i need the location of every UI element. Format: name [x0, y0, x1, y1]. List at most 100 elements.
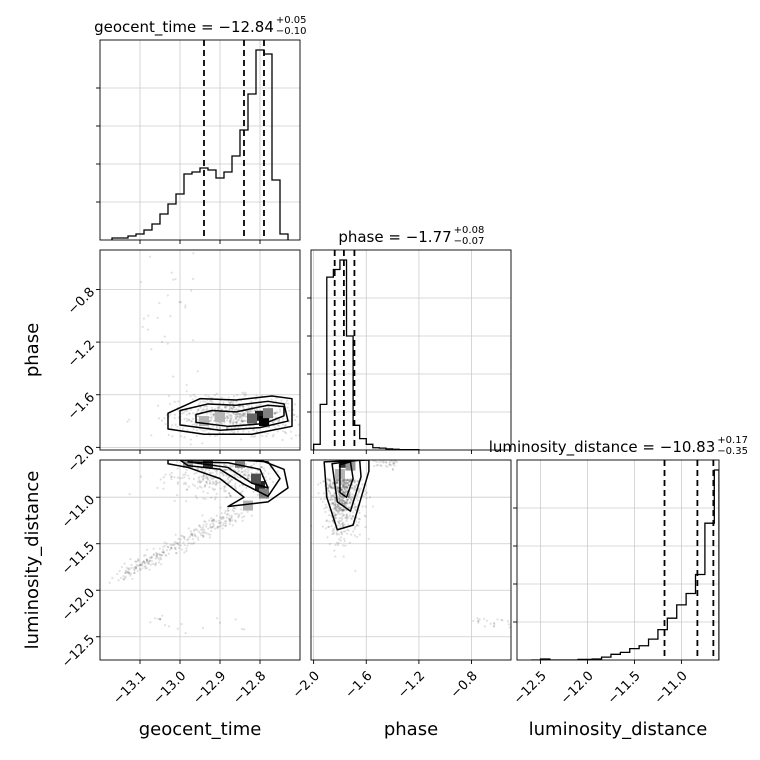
sample-point — [332, 503, 335, 507]
sample-point — [231, 524, 234, 527]
sample-point — [228, 408, 231, 411]
sample-point — [342, 490, 345, 493]
sample-point — [203, 485, 206, 488]
sample-point — [191, 417, 195, 420]
sample-point — [211, 526, 214, 529]
sample-point — [343, 481, 346, 484]
sample-point — [218, 427, 222, 430]
sample-point — [347, 494, 350, 497]
sample-point — [230, 514, 233, 517]
sample-point — [180, 622, 183, 626]
sample-point — [147, 562, 151, 565]
sample-point — [166, 294, 169, 297]
axes-frame — [310, 249, 512, 451]
sample-point — [255, 430, 258, 433]
sample-point — [217, 405, 221, 408]
sample-point — [123, 562, 126, 565]
sample-point — [235, 421, 238, 424]
sample-point — [263, 453, 265, 455]
sample-point — [341, 509, 344, 513]
sample-point — [351, 495, 354, 499]
sample-point — [211, 482, 214, 485]
sample-point — [329, 481, 332, 484]
sample-point — [234, 482, 237, 485]
sample-point — [338, 495, 341, 498]
sample-point — [351, 514, 354, 518]
sample-point — [506, 620, 510, 623]
sample-point — [332, 531, 335, 534]
sample-point — [206, 477, 210, 480]
sample-point — [133, 571, 136, 575]
sample-point — [202, 497, 205, 500]
sample-point — [326, 536, 329, 539]
sample-point — [201, 429, 204, 432]
sample-point — [333, 514, 336, 517]
sample-point — [215, 479, 218, 483]
contour-2 — [167, 395, 293, 435]
sample-point — [148, 568, 151, 571]
sample-point — [120, 565, 123, 569]
sample-point — [189, 395, 192, 398]
sample-point — [130, 563, 133, 567]
sample-point — [150, 559, 153, 563]
sample-point — [240, 414, 243, 417]
sample-point — [289, 430, 292, 433]
sample-point — [300, 413, 302, 415]
sample-point — [235, 416, 238, 419]
sample-point — [251, 410, 254, 413]
sample-point — [331, 427, 333, 429]
sample-point — [342, 485, 345, 489]
sample-point — [353, 507, 356, 510]
sample-point — [330, 525, 333, 528]
sample-point — [185, 409, 189, 412]
sample-point — [380, 460, 383, 463]
sample-point — [329, 496, 333, 500]
sample-point — [339, 516, 343, 519]
sample-point — [181, 535, 184, 538]
sample-point — [229, 422, 232, 425]
sample-point — [144, 554, 147, 557]
sample-point — [222, 401, 225, 404]
sample-point — [244, 419, 247, 423]
sample-point — [208, 411, 211, 414]
sample-point — [242, 430, 245, 433]
sample-point — [242, 412, 245, 415]
sample-point — [220, 408, 224, 411]
sample-point — [179, 301, 182, 304]
sample-point — [388, 461, 391, 464]
sample-point — [177, 546, 181, 550]
sample-point — [137, 558, 140, 561]
sample-point — [329, 483, 332, 486]
y-tick-label-luminosity_distance: −11.5 — [59, 539, 98, 578]
sample-point — [211, 480, 215, 483]
sample-point — [209, 399, 212, 403]
sample-point — [233, 507, 236, 510]
sample-point — [236, 413, 240, 416]
sample-point — [152, 547, 155, 550]
sample-point — [127, 571, 130, 574]
sample-point — [274, 411, 277, 414]
sample-point — [232, 400, 235, 403]
sample-point — [157, 552, 160, 555]
sample-point — [197, 408, 200, 411]
sample-point — [204, 531, 207, 534]
sample-point — [248, 411, 252, 414]
sample-point — [147, 562, 150, 565]
sample-point — [342, 483, 345, 486]
sample-point — [343, 487, 346, 490]
sample-point — [202, 531, 205, 534]
sample-point — [331, 502, 335, 505]
sample-point — [393, 461, 396, 465]
sample-point — [215, 514, 218, 517]
sample-point — [154, 551, 158, 554]
x-tick-label-phase: −1.6 — [343, 669, 376, 702]
sample-point — [189, 542, 193, 545]
sample-point — [342, 484, 345, 488]
sample-point — [184, 631, 187, 635]
sample-point — [164, 624, 167, 627]
sample-point — [346, 515, 349, 518]
sample-point — [477, 620, 480, 623]
sample-point — [203, 520, 206, 523]
sample-point — [342, 530, 345, 533]
sample-point — [247, 477, 250, 480]
